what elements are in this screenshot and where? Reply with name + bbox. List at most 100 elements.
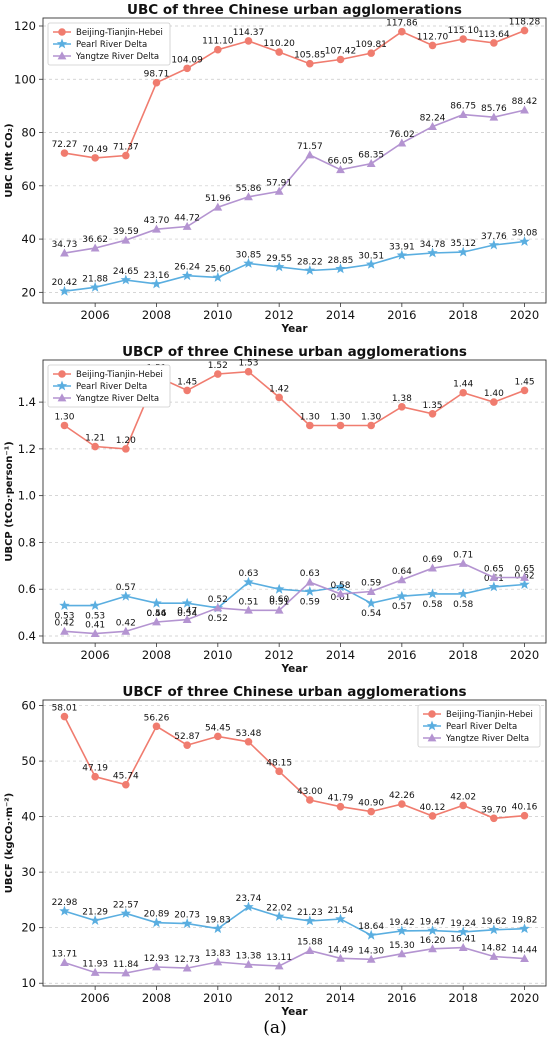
data-point	[274, 961, 284, 970]
series-line	[64, 370, 525, 450]
data-label: 13.38	[236, 951, 262, 961]
data-point	[244, 192, 253, 201]
legend: Beijing-Tianjin-Hebei Pearl River Delta Ya…	[47, 22, 171, 66]
data-point	[396, 249, 408, 260]
data-point	[59, 285, 70, 296]
data-label: 22.98	[52, 898, 78, 908]
data-label: 66.05	[328, 157, 354, 167]
data-point	[275, 48, 283, 56]
data-label: 115.10	[447, 26, 479, 36]
data-label: 1.42	[269, 384, 289, 394]
legend-marker	[56, 380, 68, 391]
data-label: 25.60	[205, 264, 231, 274]
data-label: 39.08	[512, 229, 538, 239]
data-label: 34.73	[52, 240, 78, 250]
data-label: 15.30	[389, 941, 415, 951]
data-point	[89, 915, 101, 925]
data-label: 0.47	[177, 607, 197, 617]
legend-marker	[57, 51, 67, 60]
data-label: 29.55	[266, 254, 292, 264]
data-label: 30.51	[358, 251, 384, 261]
legend-marker	[56, 38, 68, 49]
data-label: 1.35	[422, 401, 442, 411]
data-label: 0.51	[269, 597, 289, 607]
data-label: 43.00	[297, 787, 323, 797]
data-point	[60, 149, 69, 157]
data-point	[212, 271, 224, 282]
legend-label: Yangtze River Delta	[445, 734, 529, 744]
data-point	[122, 445, 130, 453]
data-label: 42.26	[389, 791, 415, 801]
data-label: 0.54	[361, 609, 381, 619]
data-point	[244, 605, 253, 614]
data-point	[520, 26, 529, 35]
data-point	[306, 796, 314, 804]
data-point	[120, 590, 131, 601]
data-label: 19.24	[450, 919, 476, 929]
data-point	[59, 600, 70, 610]
data-point	[152, 962, 161, 971]
data-label: 30.85	[236, 250, 262, 260]
data-point	[152, 722, 161, 731]
data-point	[336, 421, 345, 430]
data-point	[181, 918, 193, 929]
data-label: 40.90	[358, 799, 384, 809]
data-point	[304, 915, 316, 926]
data-point	[91, 154, 99, 162]
data-point	[396, 925, 408, 936]
series-line	[64, 29, 525, 159]
y-tick-label: 40	[21, 810, 36, 824]
y-axis-label: UBC (Mt CO₂)	[4, 123, 15, 197]
data-point	[519, 923, 530, 934]
data-label: 13.71	[52, 950, 78, 960]
data-label: 86.75	[450, 102, 476, 112]
x-axis-label: Year	[280, 663, 308, 675]
data-label: 1.30	[361, 412, 381, 422]
y-axis-label: UBCF (kgCO₂·m⁻²)	[4, 793, 15, 893]
y-tick-label: 80	[21, 126, 36, 140]
data-label: 0.71	[453, 550, 473, 560]
data-point	[336, 165, 345, 174]
data-label: 1.38	[392, 394, 412, 404]
data-label: 28.22	[297, 257, 323, 267]
y-tick-label: 0.4	[18, 629, 36, 643]
chart-panel-2: UBCP of three Chinese urban agglomeratio…	[4, 344, 547, 675]
x-tick-label: 2008	[142, 991, 171, 1005]
data-label: 19.47	[420, 918, 446, 928]
data-label: 16.41	[450, 935, 476, 945]
data-point	[181, 597, 193, 608]
data-point	[60, 248, 69, 257]
y-tick-label: 1.0	[18, 489, 36, 503]
chart-panel-3: UBCF of three Chinese urban agglomeratio…	[4, 684, 547, 1018]
x-tick-label: 2012	[265, 648, 294, 662]
data-label: 110.20	[263, 39, 295, 49]
data-label: 39.59	[113, 227, 139, 237]
data-label: 23.16	[144, 271, 170, 281]
data-label: 35.12	[450, 239, 476, 249]
data-point	[428, 812, 437, 820]
data-label: 21.23	[297, 908, 323, 918]
data-label: 54.45	[205, 723, 231, 733]
data-label: 19.83	[205, 916, 231, 926]
series-yangtze-river-delta: 0.42 0.41 0.42 0.46 0.47 0.52 0.51 0.51 0.63 0.58…	[54, 550, 535, 638]
data-point	[275, 767, 283, 776]
data-point	[273, 911, 285, 921]
x-tick-label: 2010	[203, 991, 232, 1005]
data-point	[427, 588, 438, 599]
data-label: 24.65	[113, 267, 139, 277]
data-label: 14.44	[512, 946, 538, 956]
x-tick-label: 2006	[80, 308, 109, 322]
data-label: 0.69	[422, 555, 442, 565]
data-label: 107.42	[325, 46, 357, 56]
data-point	[182, 221, 192, 230]
data-point	[490, 814, 498, 823]
x-tick-label: 2018	[449, 648, 478, 662]
x-tick-label: 2018	[449, 991, 478, 1005]
data-label: 21.29	[82, 908, 108, 918]
series-line	[63, 716, 525, 820]
x-axis-label: Year	[280, 323, 308, 335]
data-label: 28.85	[328, 256, 354, 266]
legend-label: Beijing-Tianjin-Hebei	[76, 28, 163, 38]
data-label: 20.42	[52, 278, 78, 288]
data-label: 20.89	[144, 910, 170, 920]
